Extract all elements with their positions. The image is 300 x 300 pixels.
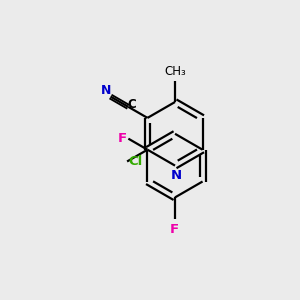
Text: F: F xyxy=(118,132,127,145)
Text: N: N xyxy=(170,169,182,182)
Text: CH₃: CH₃ xyxy=(164,65,186,78)
Text: Cl: Cl xyxy=(129,155,143,168)
Text: F: F xyxy=(169,223,178,236)
Text: C: C xyxy=(128,98,136,111)
Text: N: N xyxy=(101,84,111,97)
